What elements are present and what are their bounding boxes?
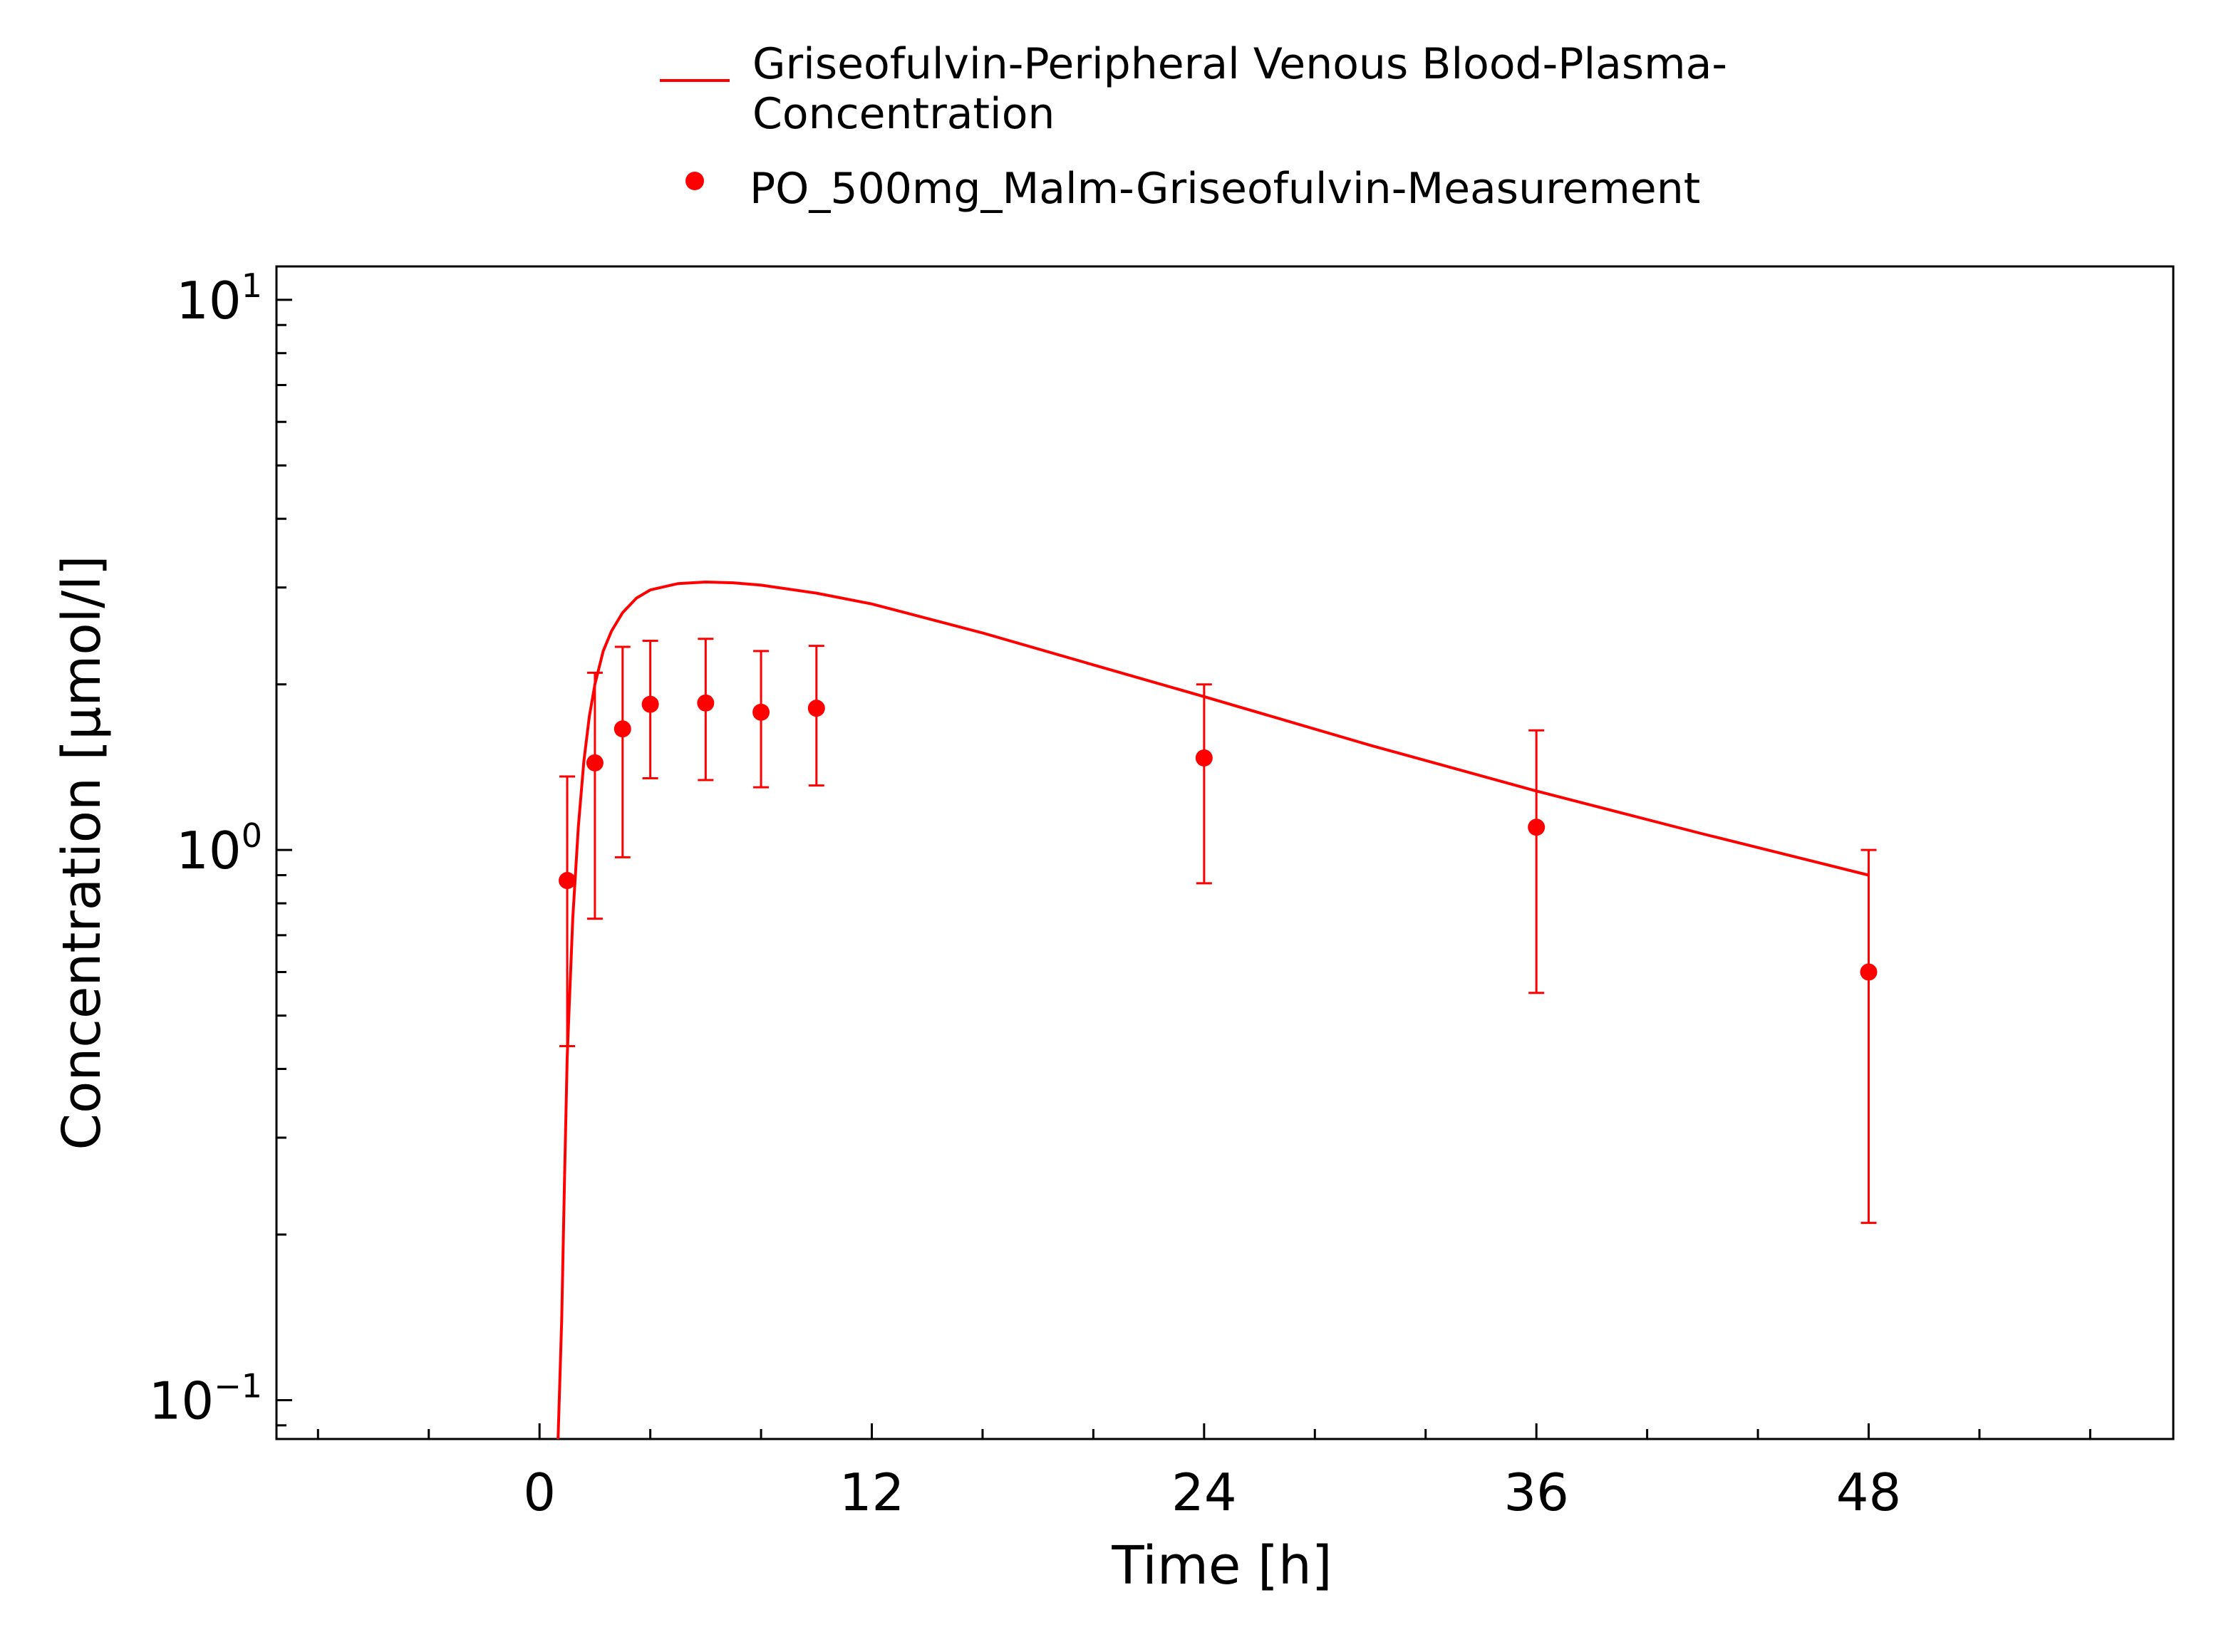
x-tick-label: 48: [1836, 1463, 1902, 1522]
data-point: [1528, 819, 1546, 836]
measurement-point: [752, 650, 770, 789]
legend-line-label-1: Griseofulvin-Peripheral Venous Blood-Pla…: [752, 39, 1727, 89]
y-axis: 10−1 100 101: [149, 266, 292, 1430]
data-point: [614, 720, 631, 738]
measurement-point: [697, 638, 715, 781]
plot-area: [275, 265, 2175, 1440]
x-tick-label: 0: [523, 1463, 556, 1522]
measurement-point: [559, 775, 576, 1048]
measurement-series: [559, 638, 1878, 1225]
data-point: [697, 694, 715, 712]
y-axis-label: Concentration [µmol/l]: [51, 555, 113, 1150]
measurement-point: [1528, 729, 1546, 994]
x-tick-label: 12: [839, 1463, 905, 1522]
y-tick-label: 10−1: [149, 1366, 262, 1430]
data-point: [641, 695, 659, 713]
data-point: [807, 700, 825, 717]
measurement-point: [641, 640, 659, 780]
y-tick-label: 100: [176, 816, 262, 880]
y-tick-label: 101: [176, 266, 262, 331]
x-tick-label: 24: [1171, 1463, 1237, 1522]
data-point: [559, 872, 576, 890]
measurement-point: [1195, 683, 1213, 885]
x-axis: 0 12 24 36 48: [316, 1423, 2091, 1522]
data-point: [586, 754, 604, 772]
legend: Griseofulvin-Peripheral Venous Blood-Pla…: [660, 39, 1727, 214]
legend-marker-swatch: [685, 172, 704, 190]
legend-line-label-2: Concentration: [752, 89, 1055, 139]
x-tick-label: 36: [1503, 1463, 1569, 1522]
data-point: [752, 703, 770, 721]
legend-marker-label: PO_500mg_Malm-Griseofulvin-Measurement: [750, 164, 1700, 214]
simulation-line: [556, 580, 1869, 1440]
measurement-point: [807, 645, 825, 787]
measurement-point: [586, 671, 604, 920]
data-point: [1195, 749, 1213, 767]
measurement-point: [1860, 848, 1878, 1225]
measurement-point: [614, 645, 631, 858]
simulation-series: [556, 580, 1869, 1440]
x-axis-label: Time [h]: [1111, 1535, 1332, 1596]
data-point: [1860, 963, 1878, 981]
